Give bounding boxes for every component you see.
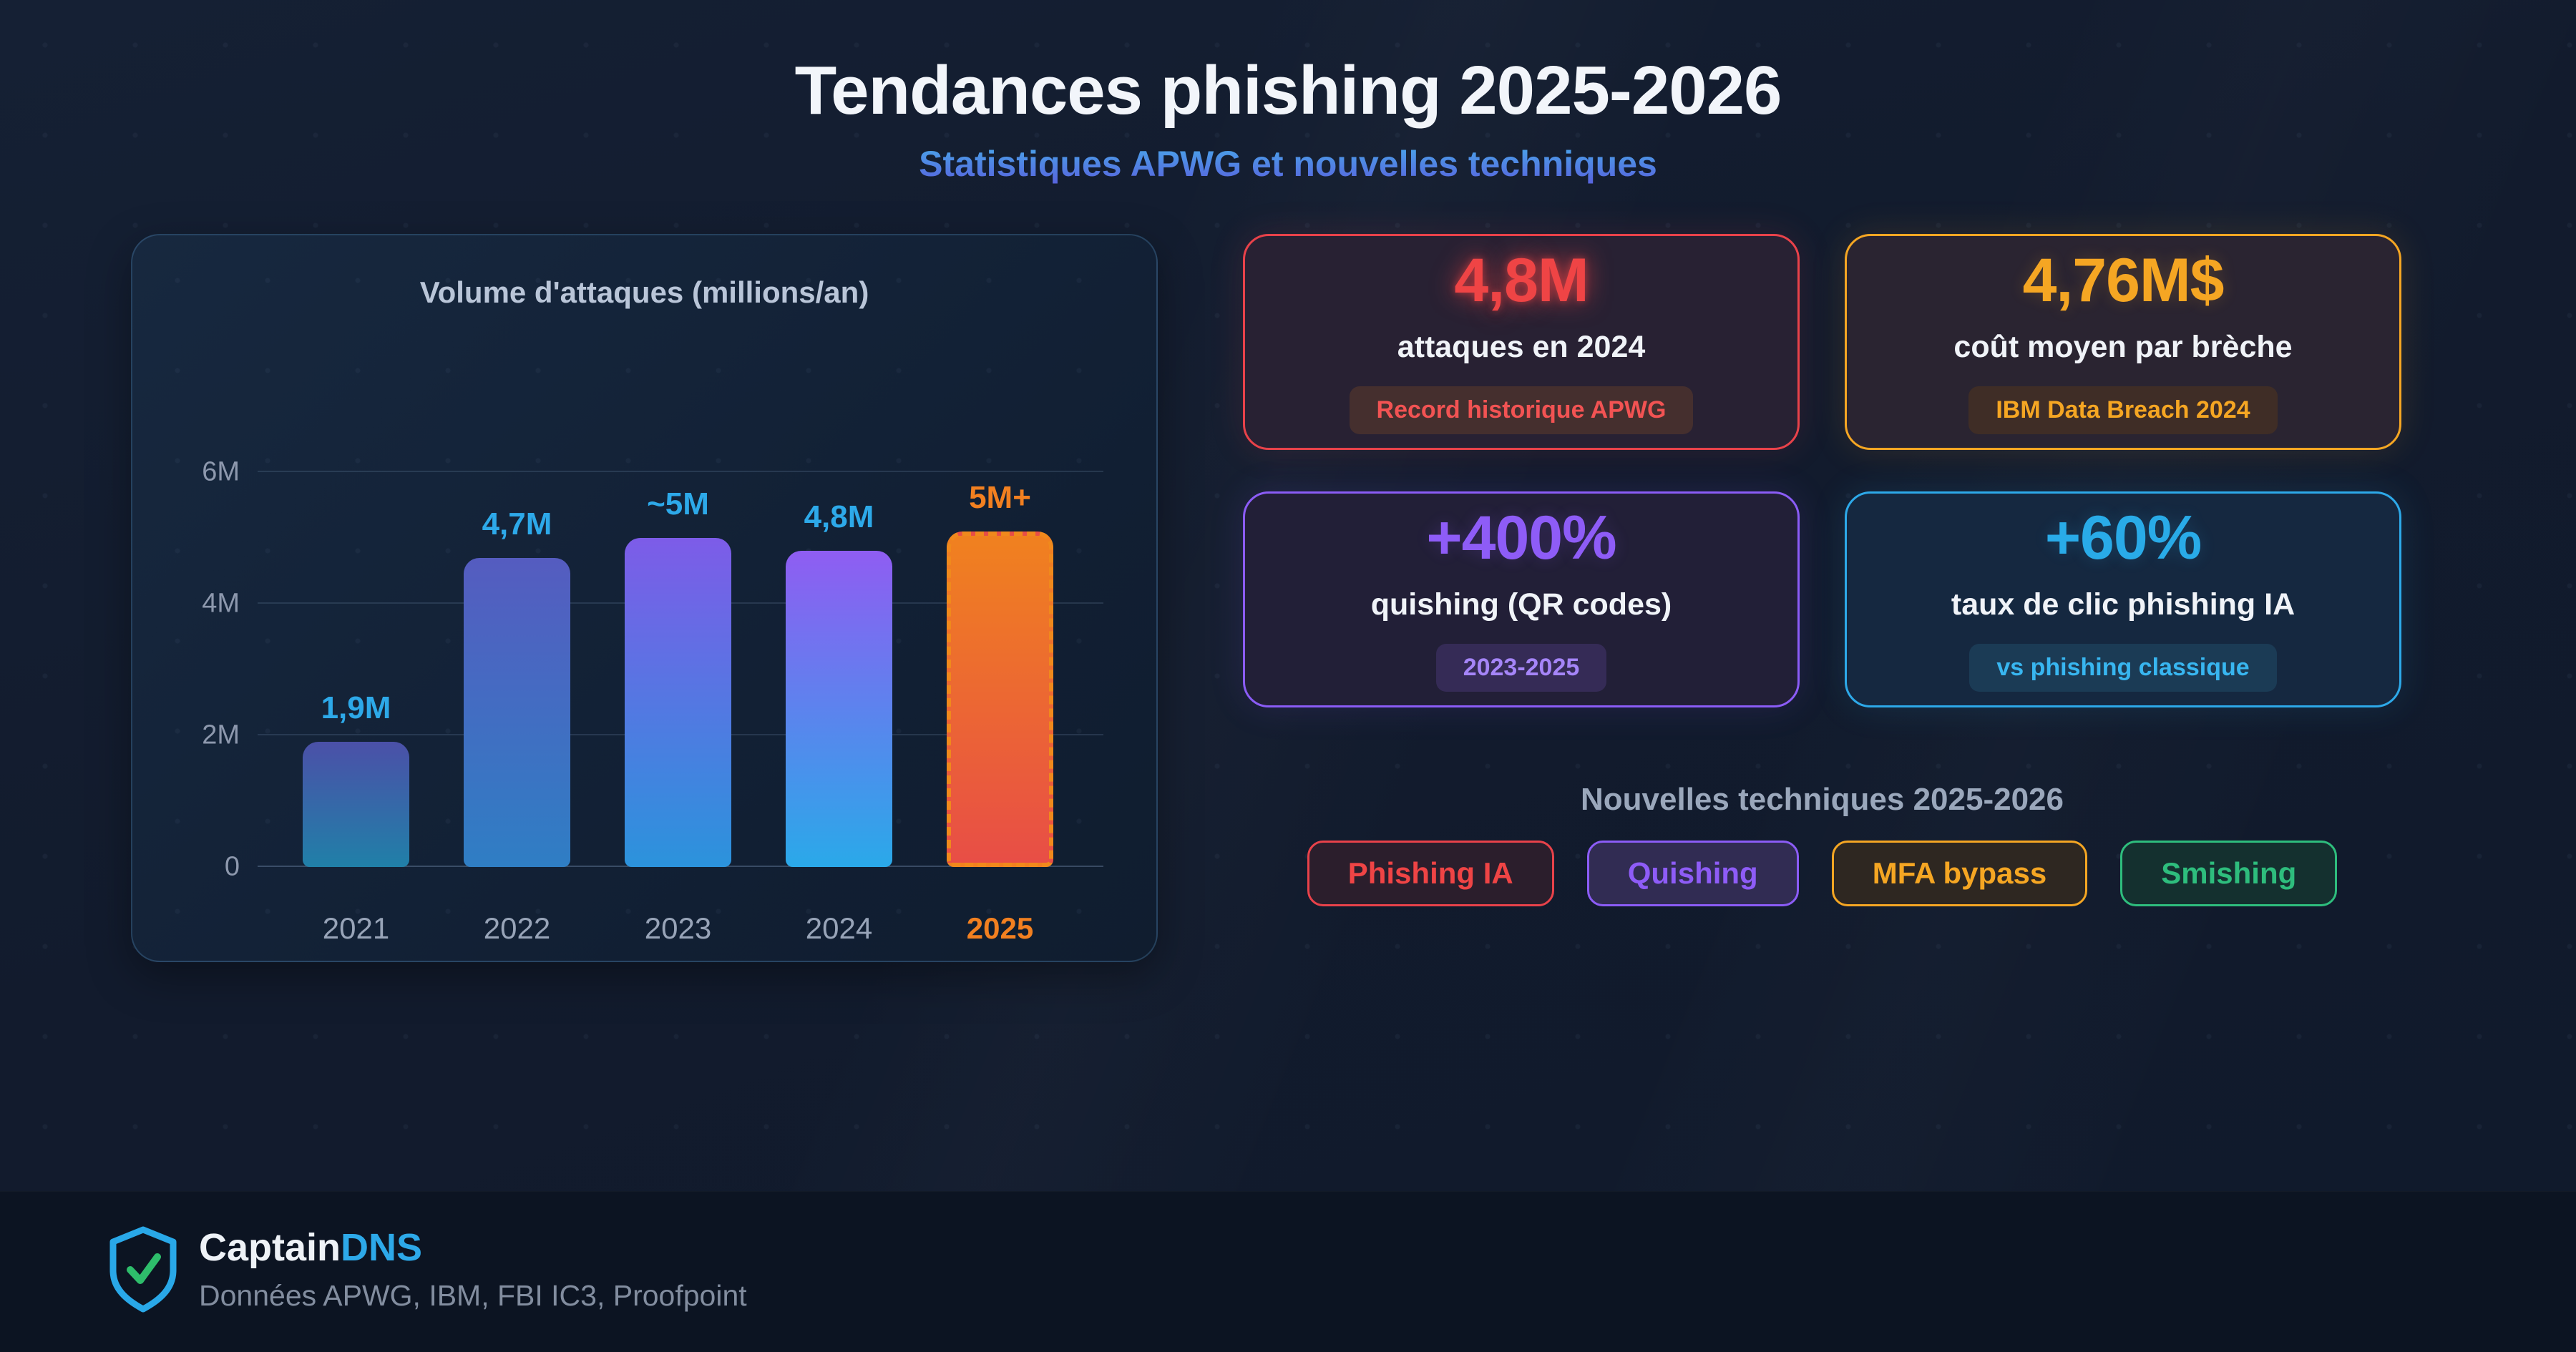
bar-2024 <box>786 551 892 867</box>
stat-cards-grid: 4,8M attaques en 2024 Record historique AP… <box>1243 234 2401 707</box>
stat-value: 4,76M$ <box>2022 246 2225 315</box>
page-subtitle: Statistiques APWG et nouvelles technique… <box>0 143 2576 185</box>
bar-value-label: 4,8M <box>804 499 874 535</box>
chart-title: Volume d'attaques (millions/an) <box>419 275 869 309</box>
shield-check-icon <box>109 1226 177 1313</box>
techniques-tags-row: Phishing IA Quishing MFA bypass Smishing <box>1243 841 2401 906</box>
bar-value-label: 5M+ <box>969 479 1031 515</box>
attack-volume-chart-panel: Volume d'attaques (millions/an) 0 2M 4M 6M 1… <box>131 234 1158 962</box>
technique-tag: Quishing <box>1586 841 1799 906</box>
stat-badge: 2023-2025 <box>1435 644 1607 692</box>
stat-card: 4,76M$ coût moyen par brèche IBM Data Brea… <box>1845 234 2401 450</box>
technique-tag: MFA bypass <box>1831 841 2088 906</box>
x-axis-tick: 2025 <box>966 911 1034 945</box>
stat-card: 4,8M attaques en 2024 Record historique AP… <box>1243 234 1800 450</box>
bar-value-label: 4,7M <box>482 506 552 542</box>
bar-2023 <box>625 538 731 867</box>
technique-tag: Phishing IA <box>1307 841 1554 906</box>
brand-first: Captain <box>199 1225 341 1269</box>
bar-2021 <box>303 742 409 867</box>
stat-label: attaques en 2024 <box>1397 330 1646 364</box>
x-axis-tick: 2022 <box>483 911 551 945</box>
techniques-title: Nouvelles techniques 2025-2026 <box>1581 782 2064 817</box>
y-axis-tick: 6M <box>202 456 240 487</box>
bar-2022 <box>464 557 570 867</box>
bar-2025 <box>947 531 1053 867</box>
y-axis-tick: 0 <box>224 851 240 882</box>
brand-name: CaptainDNS <box>199 1225 747 1269</box>
stat-label: quishing (QR codes) <box>1370 587 1672 622</box>
x-axis-tick: 2024 <box>805 911 873 945</box>
bar-value-label: ~5M <box>647 486 709 521</box>
x-axis-tick: 2023 <box>644 911 712 945</box>
footer: CaptainDNS Données APWG, IBM, FBI IC3, P… <box>0 1191 2576 1352</box>
stats-column: 4,8M attaques en 2024 Record historique AP… <box>1243 234 2401 906</box>
stat-label: taux de clic phishing IA <box>1951 587 2296 622</box>
page-title: Tendances phishing 2025-2026 <box>794 52 1782 129</box>
y-axis-tick: 4M <box>202 588 240 619</box>
stat-badge: Record historique APWG <box>1349 386 1694 434</box>
y-axis-tick: 2M <box>202 720 240 750</box>
footer-brand-block: CaptainDNS Données APWG, IBM, FBI IC3, P… <box>107 1223 747 1316</box>
chart-plot: 0 2M 4M 6M 1,9M 2021 4,7M 2022 ~5M 2023 4,8M 2024 5M… <box>202 457 1103 945</box>
stat-value: +400% <box>1426 504 1616 572</box>
x-axis-tick: 2021 <box>322 911 390 945</box>
technique-tag: Smishing <box>2120 841 2338 906</box>
stat-card: +400% quishing (QR codes) 2023-2025 <box>1243 491 1800 707</box>
data-sources-tagline: Données APWG, IBM, FBI IC3, Proofpoint <box>199 1279 747 1313</box>
bar-value-label: 1,9M <box>321 690 391 726</box>
stat-badge: vs phishing classique <box>1969 644 2277 692</box>
gridline <box>258 471 1103 472</box>
stat-label: coût moyen par brèche <box>1953 330 2293 364</box>
stat-value: 4,8M <box>1454 246 1589 315</box>
stat-card: +60% taux de clic phishing IA vs phishing … <box>1845 491 2401 707</box>
stat-badge: IBM Data Breach 2024 <box>1968 386 2278 434</box>
stat-value: +60% <box>2044 504 2202 572</box>
brand-second: DNS <box>341 1225 423 1269</box>
footer-text: CaptainDNS Données APWG, IBM, FBI IC3, P… <box>199 1225 747 1313</box>
